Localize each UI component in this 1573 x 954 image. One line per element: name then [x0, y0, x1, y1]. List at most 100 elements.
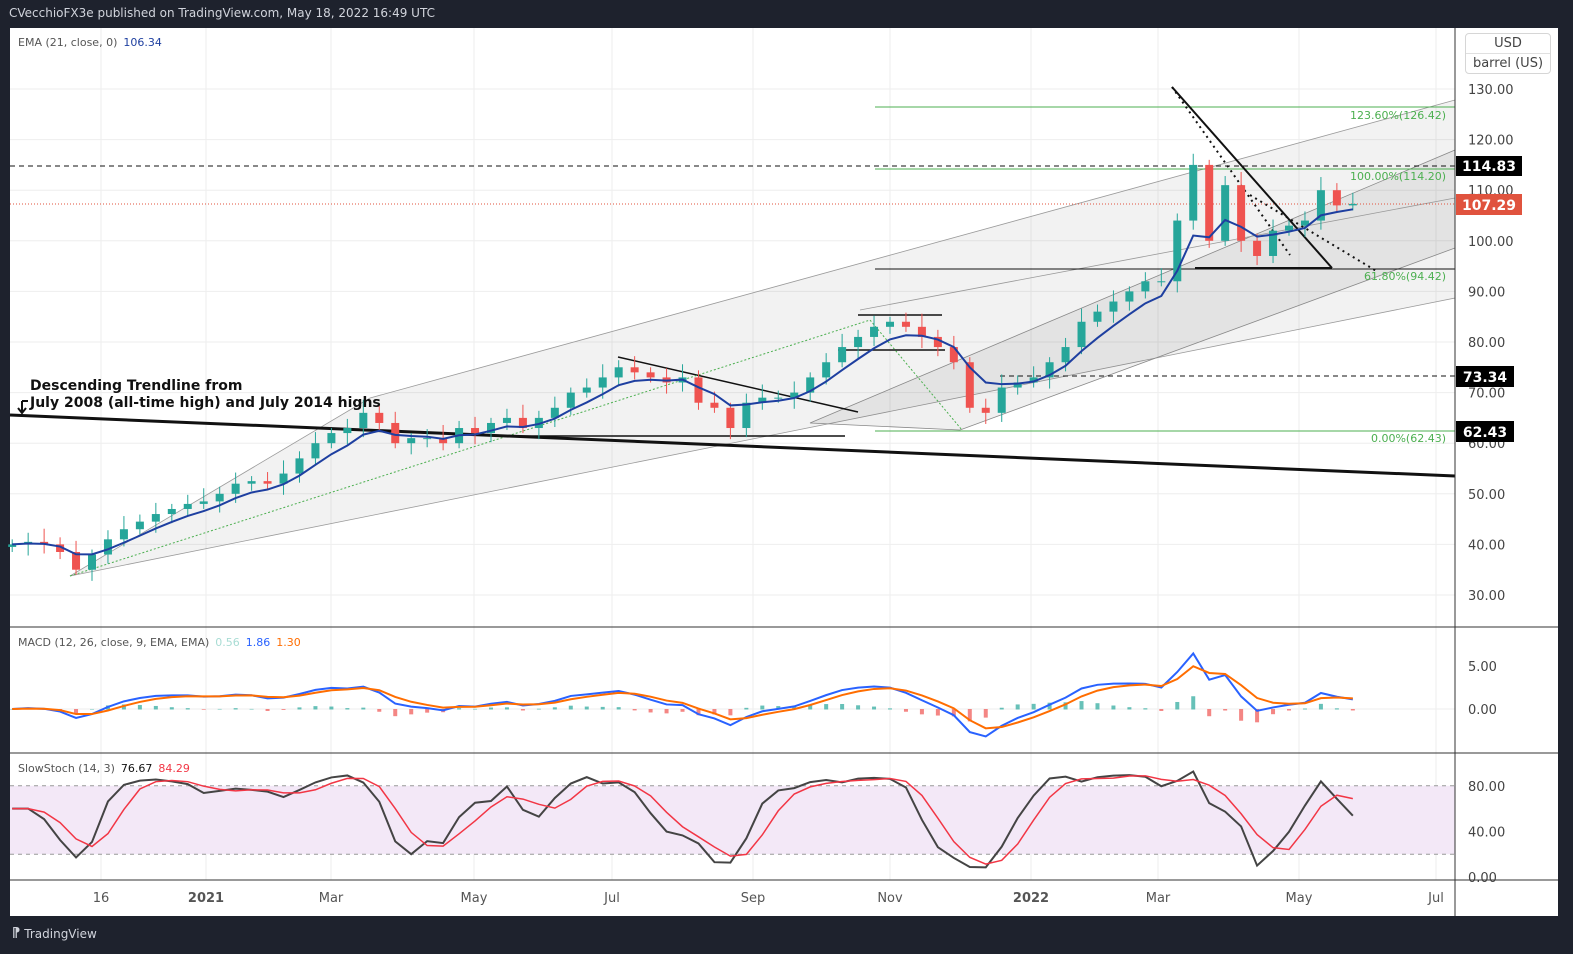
channel-midline: [859, 197, 1456, 311]
macd-histogram-bar: [680, 709, 685, 712]
candle: [566, 392, 575, 408]
macd-histogram-bar: [1191, 696, 1196, 710]
candle: [614, 367, 623, 378]
badge-last-text: 107.29: [1462, 198, 1516, 214]
time-tick: Sep: [741, 891, 766, 906]
candle: [1221, 185, 1230, 241]
macd-histogram-bar: [935, 709, 940, 716]
time-tick: Nov: [877, 891, 903, 906]
candle: [550, 407, 559, 418]
macd-histogram-bar: [1015, 704, 1020, 710]
macd-histogram-bar: [824, 704, 829, 710]
price-tick: 120.00: [1468, 134, 1514, 149]
candle: [854, 336, 863, 348]
candle: [997, 387, 1006, 413]
macd-histogram-bar: [919, 709, 924, 715]
macd-histogram-bar: [361, 707, 366, 710]
macd-histogram-bar: [1175, 701, 1180, 710]
macd-legend: MACD (12, 26, close, 9, EMA, EMA): [18, 636, 209, 649]
candle: [949, 347, 958, 363]
macd-histogram-bar: [536, 708, 541, 710]
candle: [279, 473, 288, 484]
macd-histogram-bar: [1334, 708, 1339, 710]
candle: [311, 443, 320, 459]
candle: [933, 336, 942, 348]
descending-trendline: [9, 413, 1456, 478]
macd-histogram-bar: [377, 709, 382, 712]
candle: [1173, 220, 1182, 282]
brand-label[interactable]: TradingView: [24, 926, 97, 941]
macd-histogram-bar: [999, 707, 1004, 710]
price-tick: 50.00: [1468, 488, 1505, 503]
candle: [518, 417, 527, 429]
candle: [183, 503, 192, 509]
macd-histogram-bar: [760, 705, 765, 710]
macd-histogram-bar: [217, 708, 222, 710]
macd-histogram-bar: [169, 707, 174, 710]
candle: [439, 438, 448, 444]
candle: [694, 377, 703, 403]
macd-histogram-bar: [856, 705, 861, 710]
macd-histogram-bar: [313, 706, 318, 710]
candle: [630, 367, 639, 373]
candle: [981, 407, 990, 413]
footer: ⁋ TradingView: [12, 926, 97, 941]
badge-62-text: 62.43: [1463, 425, 1507, 441]
candle: [1061, 347, 1070, 363]
macd-histogram-bar: [520, 709, 525, 711]
macd-histogram-bar: [1302, 708, 1307, 710]
currency-unit-selector[interactable]: USD barrel (US): [1465, 33, 1551, 74]
candle: [423, 438, 432, 440]
macd-histogram-bar: [728, 709, 733, 716]
candle: [1077, 321, 1086, 348]
macd-histogram-bar: [632, 709, 637, 711]
macd-histogram-bar: [712, 709, 717, 715]
svg-text:MACD (12, 26, close, 9, EMA, E: MACD (12, 26, close, 9, EMA, EMA) 0.56 1.8…: [18, 636, 301, 649]
macd-signal-value: 1.30: [276, 636, 301, 649]
macd-histogram-bar: [74, 709, 79, 714]
fib-618-label: 61.80%(94.42): [1364, 270, 1446, 283]
macd-histogram-bar: [457, 708, 462, 710]
macd-histogram-bar: [185, 708, 190, 710]
candle: [8, 544, 17, 547]
candle: [1300, 220, 1309, 226]
macd-histogram-bar: [1079, 701, 1084, 710]
macd-histogram-bar: [983, 709, 988, 718]
stoch-tick: 0.00: [1468, 871, 1497, 886]
stoch-tick: 40.00: [1468, 825, 1505, 840]
stoch-k-value: 76.67: [121, 762, 153, 775]
macd-histogram-bar: [1239, 709, 1244, 721]
stoch-band: [10, 785, 1455, 855]
stoch-d-line: [12, 775, 1353, 865]
candle: [1332, 190, 1341, 206]
macd-histogram-bar: [1318, 703, 1323, 710]
macd-hist-value: 0.56: [215, 636, 240, 649]
candle: [88, 554, 96, 570]
candle: [487, 422, 495, 434]
macd-histogram-bar: [90, 708, 94, 710]
candle: [758, 397, 767, 403]
chart-frame[interactable]: [10, 28, 1558, 916]
annotation-line2: July 2008 (all-time high) and July 2014 …: [30, 395, 381, 411]
candle: [1125, 291, 1134, 302]
macd-histogram-bar: [153, 705, 158, 710]
macd-tick: 0.00: [1468, 703, 1497, 718]
macd-pane: [10, 651, 1455, 738]
candle: [72, 551, 81, 570]
candle: [646, 372, 655, 378]
candle: [119, 529, 128, 540]
stoch-pane: [10, 770, 1455, 869]
macd-histogram-bar: [425, 709, 430, 713]
ema-legend: EMA (21, close, 0): [18, 36, 117, 49]
candle: [1141, 281, 1150, 292]
candle: [901, 321, 910, 327]
time-tick: 2021: [188, 891, 224, 906]
candle: [886, 321, 894, 327]
price-tick: 70.00: [1468, 387, 1505, 402]
macd-histogram-bar: [744, 707, 749, 710]
candle: [917, 326, 926, 337]
axes[interactable]: 130.00120.00110.00100.0090.0080.0070.006…: [93, 83, 1514, 906]
time-tick: Jul: [603, 891, 620, 906]
annotation-line1: Descending Trendline from: [30, 378, 243, 394]
